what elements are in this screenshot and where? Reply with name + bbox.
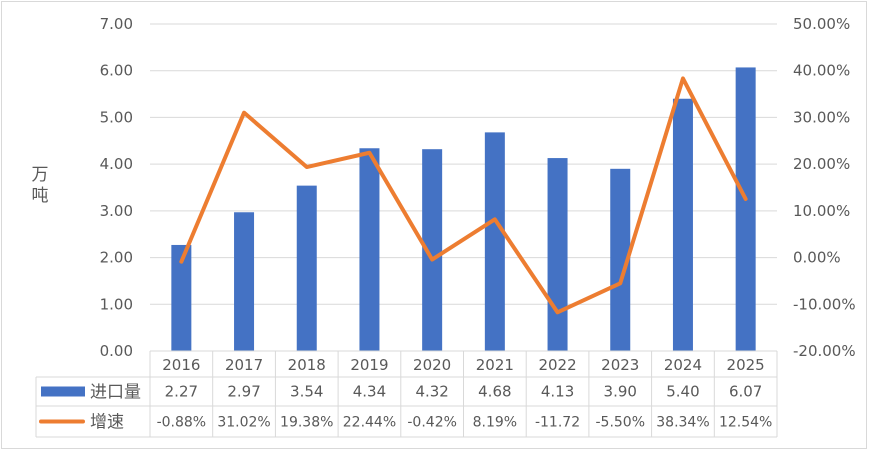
data-label: 12.54%	[719, 415, 772, 431]
bar	[735, 67, 756, 352]
bar	[547, 158, 568, 351]
data-label: 38.34%	[656, 415, 709, 431]
line-point	[493, 217, 497, 221]
line-point	[367, 151, 371, 155]
bar	[234, 212, 255, 351]
y-axis-label-char: 万	[32, 165, 49, 185]
bar	[296, 185, 317, 351]
x-tick-label: 2023	[601, 356, 639, 374]
y-tick-label: 5.00	[100, 108, 133, 126]
y-axis-right: -20.00% -10.00% 0.00% 10.00% 20.00% 30.00% 40.…	[793, 15, 856, 360]
line-point	[556, 310, 560, 314]
x-tick-label: 2018	[288, 356, 326, 374]
data-label: 22.44%	[343, 415, 396, 431]
gridlines	[150, 23, 777, 305]
y2-tick-label: -10.00%	[793, 295, 856, 313]
data-label: 31.02%	[217, 415, 270, 431]
data-label: 3.54	[290, 383, 323, 401]
data-label: 6.07	[729, 383, 762, 401]
y2-tick-label: 40.00%	[793, 62, 850, 80]
line-series	[179, 76, 748, 315]
x-tick-label: 2017	[225, 356, 263, 374]
y-axis-left: 0.00 1.00 2.00 3.00 4.00 5.00 6.00 7.00	[100, 15, 133, 360]
x-tick-label: 2025	[727, 356, 765, 374]
x-tick-label: 2020	[413, 356, 451, 374]
data-label: 19.38%	[280, 415, 333, 431]
data-label: 2.27	[165, 383, 198, 401]
x-tick-label: 2024	[664, 356, 702, 374]
x-tick-label: 2019	[350, 356, 388, 374]
y-tick-label: 6.00	[100, 62, 133, 80]
y-tick-label: 1.00	[100, 295, 133, 313]
data-label: 8.19%	[473, 415, 517, 431]
bar	[484, 132, 505, 351]
data-label: 4.13	[541, 383, 574, 401]
y-tick-label: 7.00	[100, 15, 133, 33]
y-tick-label: 3.00	[100, 202, 133, 220]
y2-tick-label: 0.00%	[793, 249, 841, 267]
y-tick-label: 0.00	[100, 342, 133, 360]
data-label: 4.32	[415, 383, 448, 401]
data-label: 3.90	[604, 383, 637, 401]
data-label: -0.88%	[157, 415, 207, 431]
y-tick-label: 2.00	[100, 249, 133, 267]
data-label: -5.50%	[595, 415, 645, 431]
line-point	[744, 197, 748, 201]
y2-tick-label: 20.00%	[793, 155, 850, 173]
bar	[359, 148, 380, 351]
bar-series	[171, 67, 756, 352]
legend-label: 增速	[90, 413, 124, 433]
data-label: 4.68	[478, 383, 511, 401]
y2-tick-label: -20.00%	[793, 342, 856, 360]
y-tick-label: 4.00	[100, 155, 133, 173]
line-point	[242, 111, 246, 115]
line-point	[430, 258, 434, 262]
x-tick-label: 2016	[162, 356, 200, 374]
x-tick-label: 2022	[538, 356, 576, 374]
bar	[422, 149, 443, 351]
y2-tick-label: 10.00%	[793, 202, 850, 220]
legend-label: 进口量	[90, 383, 141, 403]
line-point	[179, 260, 183, 264]
legend-key-bar	[41, 386, 85, 397]
y-axis-label-char: 吨	[32, 186, 49, 206]
data-label: 2.97	[227, 383, 260, 401]
data-label: -11.72	[535, 415, 580, 431]
line-point	[618, 281, 622, 285]
growth-line	[179, 76, 748, 315]
data-label: 4.34	[353, 383, 386, 401]
bar	[610, 168, 631, 351]
line-point	[305, 165, 309, 169]
bar	[672, 98, 693, 351]
data-table: 2016 2017 2018 2019 2020 2021 2022 2023 2024 2025…	[35, 350, 778, 438]
y2-tick-label: 50.00%	[793, 15, 850, 33]
data-label: -0.42%	[407, 415, 457, 431]
y2-tick-label: 30.00%	[793, 108, 850, 126]
bar	[171, 244, 192, 351]
data-label: 5.40	[666, 383, 699, 401]
line-point	[681, 76, 685, 80]
y-axis-label: 万吨	[32, 165, 49, 206]
x-tick-label: 2021	[476, 356, 514, 374]
